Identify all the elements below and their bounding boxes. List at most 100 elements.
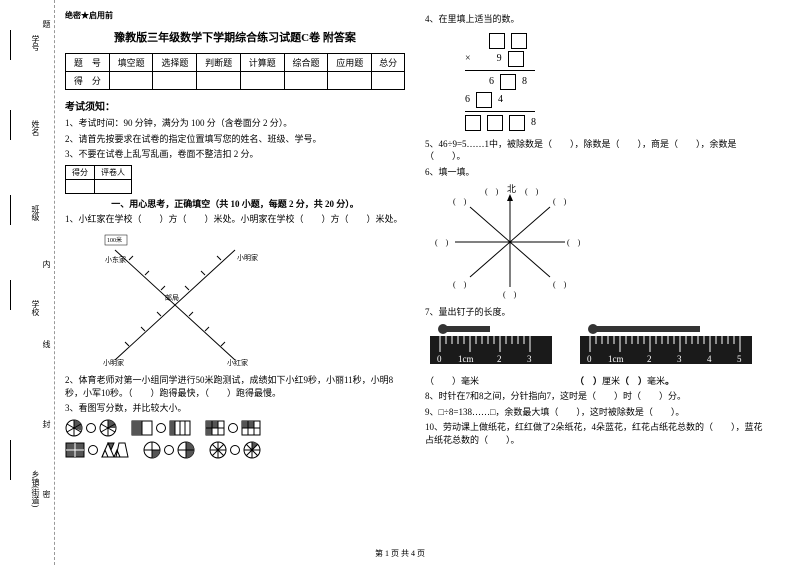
q5-text: 5、46÷9=5……1中，被除数是（ ），除数是（ ），商是（ ），余数是（ ）… (425, 138, 765, 163)
compare-circle[interactable] (156, 423, 166, 433)
ruler1-block: 0 1cm 2 3 （ ）毫米 (425, 322, 555, 387)
section1-title: 一、用心思考，正确填空（共 10 小题，每题 2 分，共 20 分）。 (65, 198, 405, 211)
bind-label-class: 班级 (30, 205, 41, 221)
svg-text:( ): ( ) (485, 187, 499, 196)
blank-box[interactable] (465, 115, 481, 131)
blank-box[interactable] (500, 74, 516, 90)
score-h: 总分 (372, 54, 405, 72)
q7-text: 7、量出钉子的长度。 (425, 306, 765, 319)
score-cell[interactable] (197, 72, 241, 90)
q9-text: 9、□÷8=138……□，余数最大填（ ），这时被除数是（ ）。 (425, 406, 765, 419)
compass-diagram: 北 ( )( ) ( )( ) ( )( ) ( )( ) ( ) (425, 182, 765, 302)
ruler2-block: 0 1cm 2 3 4 5 （ ）厘米（ ）毫米。 (575, 322, 755, 387)
blank-box[interactable] (476, 92, 492, 108)
blank-box[interactable] (509, 115, 525, 131)
bind-label-school: 学校 (30, 300, 41, 316)
svg-text:( ): ( ) (553, 280, 567, 289)
grader-blank[interactable] (95, 179, 132, 193)
unit-mm: 毫米 (461, 376, 479, 386)
bind-line (10, 110, 11, 140)
svg-text:1cm: 1cm (608, 354, 624, 364)
compare-circle[interactable] (164, 445, 174, 455)
fold-mark: 线 (41, 340, 52, 348)
grader-score: 得分 (66, 165, 95, 179)
q1-text: 1、小红家在学校（ ）方（ ）米处。小明家在学校（ ）方（ ）米处。 (65, 213, 405, 226)
digit: 6 (489, 76, 494, 87)
q4-vertical-multiplication: ×9 68 64 8 (465, 32, 765, 132)
rule-line (465, 111, 535, 112)
score-cell[interactable] (109, 72, 153, 90)
blank-box[interactable] (489, 33, 505, 49)
q1-diagram: 100米 小东家 小明家 邮局 小明家 小红家 (65, 230, 405, 370)
score-table: 题 号 填空题 选择题 判断题 计算题 综合题 应用题 总分 得 分 (65, 53, 405, 90)
q3-fractions (65, 419, 405, 459)
svg-text:( ): ( ) (567, 238, 581, 247)
digit: 9 (497, 53, 502, 64)
blank-box[interactable] (511, 33, 527, 49)
svg-text:小明家: 小明家 (103, 358, 124, 367)
frac-pair (65, 419, 117, 437)
fold-mark: 封 (41, 420, 52, 428)
q10-text: 10、劳动课上做纸花，红红做了2朵纸花，4朵蓝花，红花占纸花总数的（ ），蓝花占… (425, 421, 765, 446)
frac-pair (209, 441, 261, 459)
bind-line (10, 440, 11, 480)
svg-text:北: 北 (507, 184, 516, 194)
score-cell[interactable] (372, 72, 405, 90)
compare-circle[interactable] (86, 423, 96, 433)
score-cell[interactable] (284, 72, 328, 90)
grader-blank[interactable] (66, 179, 95, 193)
svg-text:1cm: 1cm (458, 354, 474, 364)
svg-text:0: 0 (587, 354, 592, 364)
digit: 6 (465, 94, 470, 105)
svg-text:( ): ( ) (525, 187, 539, 196)
frac-pair (205, 419, 261, 437)
compare-circle[interactable] (228, 423, 238, 433)
fold-mark: 题 (41, 20, 52, 28)
frac-pair (131, 419, 191, 437)
digit: 8 (531, 117, 536, 128)
compare-circle[interactable] (88, 445, 98, 455)
unit-cm: 厘米 (602, 376, 620, 386)
svg-text:4: 4 (707, 354, 712, 364)
score-h: 判断题 (197, 54, 241, 72)
frac-pair (65, 441, 129, 459)
mult-sign: × (465, 53, 471, 64)
score-h: 填空题 (109, 54, 153, 72)
svg-text:( ): ( ) (453, 197, 467, 206)
q8-text: 8、时针在7和8之间，分针指向7，这时是（ ）时（ ）分。 (425, 390, 765, 403)
unit-mm: 毫米 (647, 376, 665, 386)
bind-label-xuehao: 学号 (30, 35, 41, 51)
right-column: 4、在里填上适当的数。 ×9 68 64 8 5、46÷9=5……1中，被除数是… (415, 0, 775, 565)
score-h: 计算题 (240, 54, 284, 72)
score-cell[interactable] (328, 72, 372, 90)
blank-box[interactable] (508, 51, 524, 67)
score-cell[interactable] (240, 72, 284, 90)
svg-text:小明家: 小明家 (237, 253, 258, 262)
binding-margin: 学号 姓名 班级 学校 乡镇(街道) 题 内 线 封 密 (0, 0, 55, 565)
score-h: 综合题 (284, 54, 328, 72)
notice-item: 2、请首先按要求在试卷的指定位置填写您的姓名、班级、学号。 (65, 133, 405, 146)
bind-label-town: 乡镇(街道) (30, 470, 41, 507)
grader-person: 评卷人 (95, 165, 132, 179)
rulers-row: 0 1cm 2 3 （ ）毫米 (425, 322, 765, 387)
secret-label: 绝密★启用前 (65, 10, 405, 21)
svg-text:0: 0 (437, 354, 442, 364)
svg-text:邮局: 邮局 (165, 293, 179, 302)
rule-line (465, 70, 535, 71)
bind-line (10, 195, 11, 225)
svg-text:100米: 100米 (107, 236, 122, 244)
page-footer: 第 1 页 共 4 页 (0, 548, 800, 559)
score-label: 得 分 (66, 72, 110, 90)
bind-line (10, 30, 11, 60)
svg-text:5: 5 (737, 354, 742, 364)
score-h: 选择题 (153, 54, 197, 72)
blank-box[interactable] (487, 115, 503, 131)
svg-text:小红家: 小红家 (227, 358, 248, 367)
compare-circle[interactable] (230, 445, 240, 455)
svg-text:( ): ( ) (553, 197, 567, 206)
svg-text:2: 2 (497, 354, 502, 364)
score-cell[interactable] (153, 72, 197, 90)
svg-text:2: 2 (647, 354, 652, 364)
notice-heading: 考试须知： (65, 98, 405, 113)
svg-text:( ): ( ) (503, 290, 517, 299)
